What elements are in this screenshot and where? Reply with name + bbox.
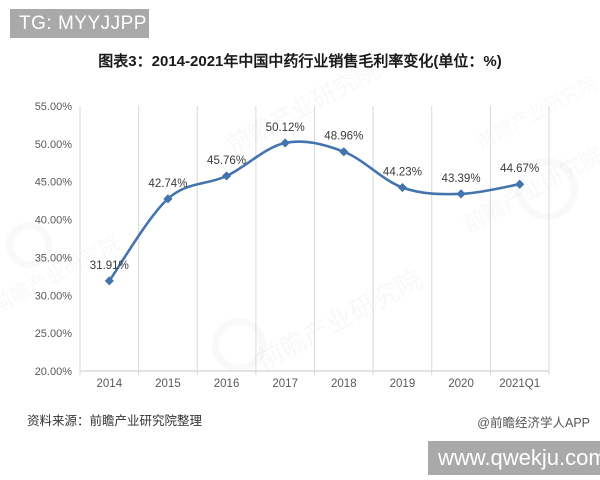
- x-tick-label: 2015: [155, 378, 181, 390]
- data-point-label: 31.91%: [90, 260, 129, 272]
- top-banner: TG: MYYJJPP: [10, 9, 149, 38]
- data-point-marker: [515, 179, 525, 189]
- x-tick-label: 2019: [390, 378, 416, 390]
- bottom-banner-text: www.qwekju.com: [438, 445, 600, 470]
- data-point-label: 44.67%: [500, 163, 539, 175]
- credit-note: @前瞻经济学人APP: [477, 416, 590, 430]
- x-tick-label: 2016: [214, 378, 240, 390]
- y-tick-label: 55.00%: [35, 101, 73, 113]
- data-point-label: 43.39%: [442, 173, 481, 185]
- data-point-marker: [221, 171, 232, 181]
- data-point-marker: [456, 189, 466, 199]
- data-point-marker: [397, 182, 408, 193]
- x-tick-label: 2018: [331, 378, 357, 390]
- y-tick-label: 30.00%: [35, 290, 73, 302]
- top-banner-text: TG: MYYJJPP: [19, 13, 147, 34]
- y-tick-label: 45.00%: [35, 177, 73, 189]
- data-point-label: 45.76%: [207, 155, 246, 167]
- y-tick-label: 20.00%: [35, 366, 73, 378]
- data-point-label: 44.23%: [383, 167, 422, 179]
- data-point-label: 42.74%: [148, 178, 187, 190]
- y-tick-label: 25.00%: [35, 328, 73, 340]
- x-tick-label: 2017: [272, 378, 298, 390]
- x-tick-label: 2020: [448, 378, 474, 390]
- data-point-marker: [339, 147, 349, 157]
- y-tick-label: 35.00%: [35, 252, 73, 264]
- y-tick-label: 40.00%: [35, 215, 73, 227]
- data-point-label: 50.12%: [266, 122, 305, 134]
- data-point-label: 48.96%: [324, 131, 363, 143]
- y-tick-label: 50.00%: [35, 139, 73, 151]
- data-point-marker: [104, 276, 114, 286]
- bottom-watermark-banner: www.qwekju.com: [428, 441, 600, 475]
- chart-title: 图表3：2014-2021年中国中药行业销售毛利率变化(单位：%): [98, 53, 502, 70]
- data-point-marker: [163, 194, 173, 204]
- x-tick-label: 2014: [97, 378, 123, 390]
- x-tick-label: 2021Q1: [499, 378, 540, 390]
- source-note: 资料来源：前瞻产业研究院整理: [27, 414, 203, 428]
- data-point-marker: [280, 138, 290, 148]
